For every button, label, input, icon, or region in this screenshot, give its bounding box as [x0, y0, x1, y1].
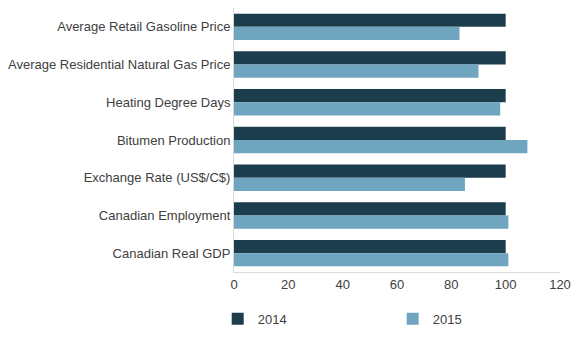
svg-text:120: 120 [549, 277, 571, 292]
svg-text:Average Residential Natural Ga: Average Residential Natural Gas Price [8, 57, 230, 72]
svg-text:60: 60 [390, 277, 404, 292]
svg-text:Heating Degree Days: Heating Degree Days [106, 95, 231, 110]
svg-text:Bitumen Production: Bitumen Production [117, 133, 230, 148]
svg-text:Exchange Rate (US$/C$): Exchange Rate (US$/C$) [84, 170, 231, 185]
svg-text:Canadian Real GDP: Canadian Real GDP [113, 246, 231, 261]
svg-text:0: 0 [230, 277, 237, 292]
svg-text:20: 20 [281, 277, 295, 292]
svg-text:80: 80 [444, 277, 458, 292]
svg-text:100: 100 [495, 277, 517, 292]
svg-text:2015: 2015 [433, 312, 462, 327]
svg-text:40: 40 [335, 277, 349, 292]
svg-text:Canadian Employment: Canadian Employment [99, 208, 231, 223]
svg-text:Average Retail Gasoline Price: Average Retail Gasoline Price [57, 19, 230, 34]
svg-text:2014: 2014 [258, 312, 287, 327]
